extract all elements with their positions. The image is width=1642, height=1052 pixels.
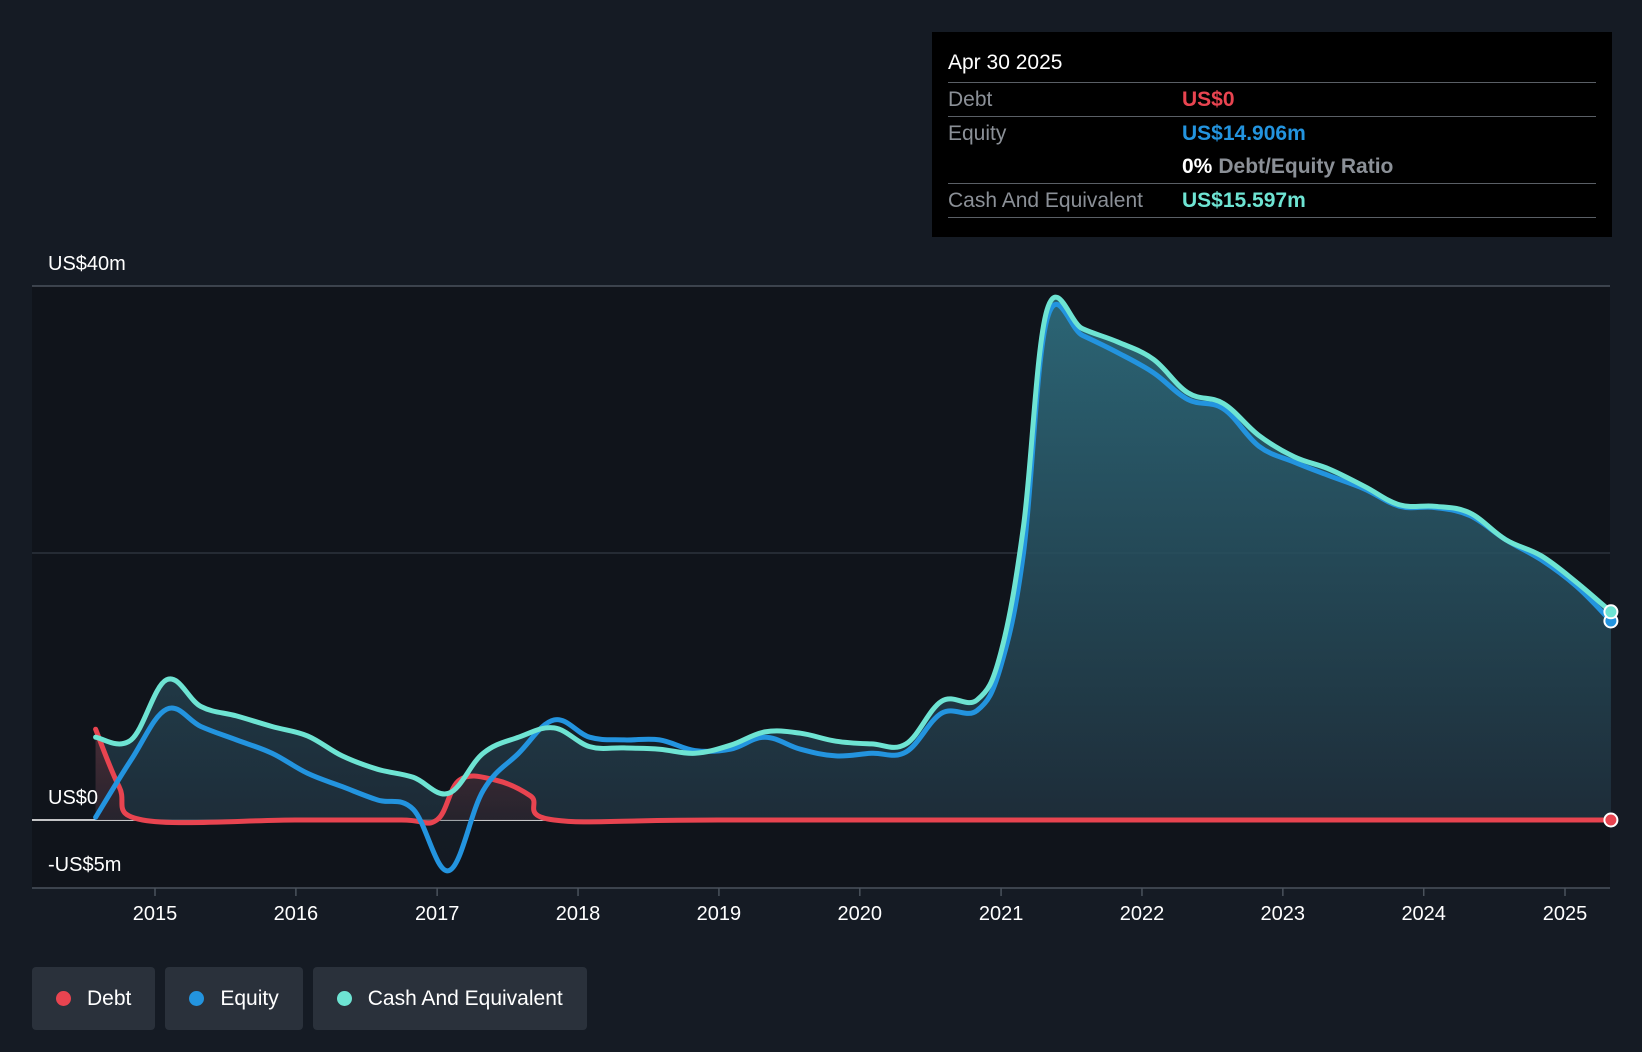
debt-end-marker xyxy=(1603,812,1619,828)
x-tick-label: 2020 xyxy=(838,903,883,925)
cash-dot-icon xyxy=(336,991,352,1006)
series-lines xyxy=(93,294,1614,874)
legend-debt-label: Debt xyxy=(87,986,132,1010)
legend-equity-label: Equity xyxy=(220,986,279,1010)
hover-tooltip: Apr 30 2025 Debt US$0 Equity US$14.906m … xyxy=(932,32,1612,237)
x-tick-label: 2016 xyxy=(274,903,319,925)
x-tick-label: 2023 xyxy=(1261,903,1306,925)
x-tick-label: 2018 xyxy=(556,903,601,925)
tooltip-cash-row: Cash And Equivalent US$15.597m xyxy=(948,183,1596,218)
x-tick-label: 2022 xyxy=(1120,903,1165,925)
tooltip-debt-row: Debt US$0 xyxy=(948,82,1596,116)
y-tick-label: US$40m xyxy=(48,253,126,275)
series-areas xyxy=(95,297,1611,871)
legend-item-debt[interactable]: Debt xyxy=(32,967,156,1030)
x-axis-labels: 2015 2016 2017 2018 2019 2020 2021 2022 2023 2024… xyxy=(133,888,1588,925)
tooltip-cash-label: Cash And Equivalent xyxy=(948,188,1143,212)
equity-dot-icon xyxy=(189,991,205,1006)
x-tick-label: 2025 xyxy=(1543,903,1588,925)
tooltip-equity-value: US$14.906m xyxy=(1182,121,1306,145)
end-markers xyxy=(1603,604,1619,828)
equity-area xyxy=(95,304,1611,871)
tooltip-date: Apr 30 2025 xyxy=(948,51,1063,74)
x-tick-label: 2024 xyxy=(1401,903,1446,925)
cash-end-marker xyxy=(1603,604,1619,620)
y-tick-label: -US$5m xyxy=(48,854,121,876)
tooltip-debt-label: Debt xyxy=(948,87,993,111)
legend-item-equity[interactable]: Equity xyxy=(165,967,303,1030)
debt-line xyxy=(93,726,1614,826)
tooltip-debt-value: US$0 xyxy=(1182,87,1235,111)
tooltip-ratio-value: 0% xyxy=(1182,154,1213,178)
cash-line xyxy=(93,294,1614,797)
debt-dot-icon xyxy=(56,991,71,1006)
tooltip-ratio-label: Debt/Equity Ratio xyxy=(1218,154,1394,178)
x-tick-label: 2019 xyxy=(697,903,742,925)
tooltip-ratio-row: 0% Debt/Equity Ratio xyxy=(948,150,1596,183)
equity-line xyxy=(93,301,1614,874)
tooltip-equity-label: Equity xyxy=(948,121,1007,145)
tooltip-cash-value: US$15.597m xyxy=(1182,188,1306,212)
x-tick-label: 2021 xyxy=(979,903,1024,925)
debt-area xyxy=(95,729,1611,824)
legend-cash-label: Cash And Equivalent xyxy=(367,986,563,1010)
legend: Debt Equity Cash And Equivalent xyxy=(32,967,587,1030)
y-axis-labels: US$40m US$0 -US$5m xyxy=(48,253,126,876)
tooltip-equity-row: Equity US$14.906m xyxy=(948,116,1596,150)
legend-item-cash[interactable]: Cash And Equivalent xyxy=(312,967,587,1030)
y-tick-label: US$0 xyxy=(48,787,98,809)
x-tick-label: 2017 xyxy=(415,903,460,925)
x-tick-label: 2015 xyxy=(133,903,178,925)
